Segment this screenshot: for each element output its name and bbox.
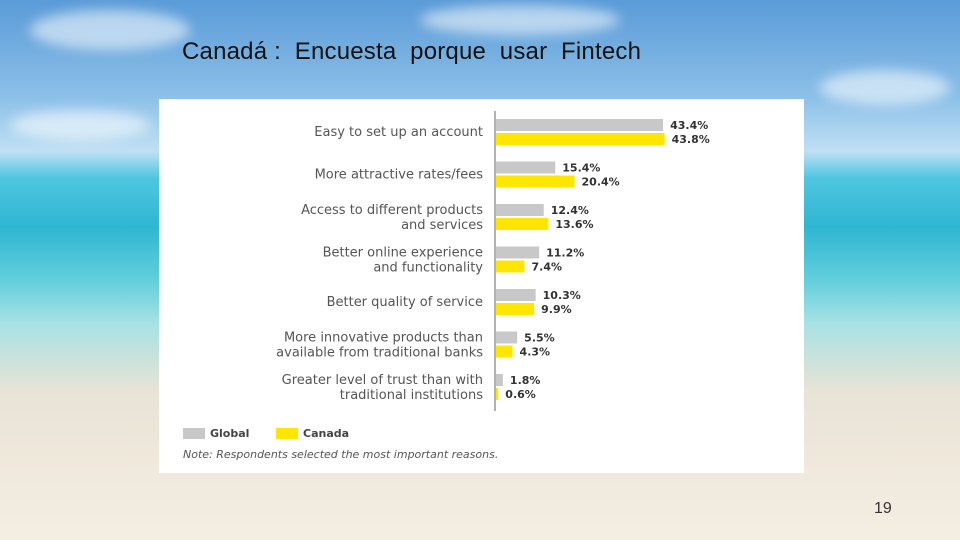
bar-canada — [496, 345, 513, 358]
bar-global — [496, 161, 556, 174]
legend-swatch-canada — [276, 428, 298, 439]
slide-title: Canadá : Encuesta porque usar Fintech — [182, 38, 642, 65]
value-label-global: 43.4% — [670, 119, 708, 132]
cloud — [820, 70, 950, 105]
value-label-canada: 9.9% — [541, 303, 572, 316]
value-label-global: 11.2% — [546, 247, 584, 260]
cloud — [420, 5, 620, 35]
bar-chart: 43.4%43.8% Easy to set up an account 15.4%… — [183, 111, 710, 461]
category-label: Better online experience — [323, 246, 483, 261]
value-label-global: 10.3% — [543, 289, 581, 302]
category-label: traditional institutions — [340, 388, 483, 403]
value-label-canada: 0.6% — [505, 388, 536, 401]
legend-swatch-global — [183, 428, 205, 439]
value-label-global: 12.4% — [551, 204, 589, 217]
bar-global — [496, 204, 544, 216]
value-label-global: 15.4% — [562, 162, 600, 175]
bar-global — [496, 331, 518, 344]
value-label-global: 5.5% — [524, 332, 555, 345]
legend-label-canada: Canada — [303, 427, 349, 440]
bar-global — [496, 246, 540, 259]
page-number: 19 — [874, 500, 892, 517]
cloud — [30, 10, 190, 50]
value-label-canada: 20.4% — [582, 176, 620, 189]
category-label: Greater level of trust than with — [282, 373, 483, 388]
category-label: available from traditional banks — [276, 346, 483, 361]
value-label-canada: 43.8% — [672, 133, 710, 146]
bar-canada — [496, 260, 525, 273]
value-label-canada: 4.3% — [520, 346, 551, 359]
bar-canada — [496, 218, 549, 230]
category-label: and functionality — [373, 261, 483, 276]
bar-global — [496, 119, 664, 131]
category-label: Easy to set up an account — [314, 125, 483, 140]
bar-global — [496, 374, 503, 386]
value-label-global: 1.8% — [510, 374, 541, 387]
chart-note: Note: Respondents selected the most impo… — [183, 448, 498, 461]
bar-global — [496, 289, 536, 301]
category-label: More innovative products than — [284, 331, 483, 346]
bar-canada — [496, 388, 499, 400]
value-label-canada: 13.6% — [555, 218, 593, 231]
bar-canada — [496, 175, 575, 188]
category-label: and services — [401, 218, 483, 233]
category-label: Access to different products — [301, 203, 483, 218]
category-label: Better quality of service — [327, 295, 483, 310]
category-label: More attractive rates/fees — [315, 168, 484, 183]
legend-label-global: Global — [210, 427, 249, 440]
bar-canada — [496, 303, 535, 315]
value-label-canada: 7.4% — [531, 261, 562, 274]
bar-canada — [496, 133, 665, 145]
cloud — [10, 110, 150, 140]
chart-panel: 43.4% 43.8% Easy to set up an account 15.4%… — [159, 99, 804, 473]
